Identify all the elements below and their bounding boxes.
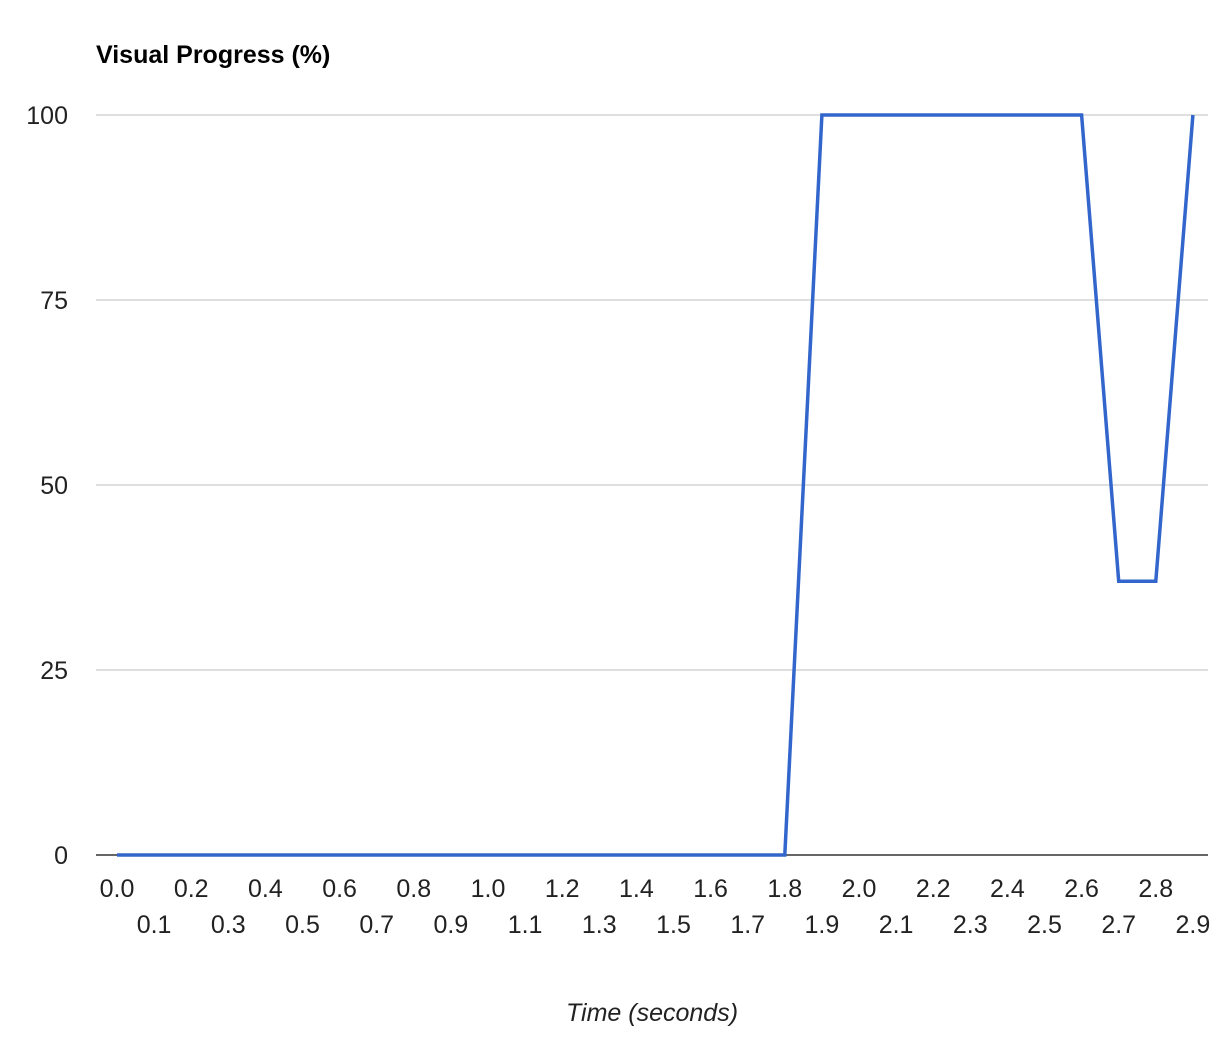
series-layer [117, 113, 1195, 857]
x-tick-label: 0.4 [248, 875, 283, 903]
y-tick-label: 75 [40, 287, 68, 315]
x-tick-label: 0.7 [359, 911, 394, 939]
x-tick-label: 2.8 [1138, 875, 1173, 903]
x-tick-label: 1.5 [656, 911, 691, 939]
x-tick-label: 1.6 [693, 875, 728, 903]
x-tick-label: 0.1 [137, 911, 172, 939]
x-tick-label: 0.6 [322, 875, 357, 903]
x-tick-label: 2.7 [1101, 911, 1136, 939]
x-tick-label: 0.9 [434, 911, 469, 939]
x-tick-label: 1.2 [545, 875, 580, 903]
x-tick-label: 0.5 [285, 911, 320, 939]
x-tick-label: 0.2 [174, 875, 209, 903]
x-tick-label: 1.4 [619, 875, 654, 903]
x-tick-label: 1.8 [767, 875, 802, 903]
x-axis-tick-labels: 0.00.10.20.30.40.50.60.70.80.91.01.11.21… [100, 875, 1211, 939]
gridlines [96, 114, 1208, 856]
x-tick-label: 0.3 [211, 911, 246, 939]
y-tick-label: 100 [26, 102, 68, 130]
x-tick-label: 0.0 [100, 875, 135, 903]
y-axis-tick-labels: 0 25 50 75 100 [26, 102, 68, 870]
series-line [117, 113, 1195, 857]
x-tick-label: 2.4 [990, 875, 1025, 903]
x-tick-label: 2.6 [1064, 875, 1099, 903]
x-tick-label: 2.2 [916, 875, 951, 903]
x-tick-label: 1.0 [471, 875, 506, 903]
x-tick-label: 2.1 [879, 911, 914, 939]
y-tick-label: 25 [40, 657, 68, 685]
x-tick-label: 2.9 [1176, 911, 1211, 939]
x-tick-label: 2.3 [953, 911, 988, 939]
x-axis-title: Time (seconds) [566, 999, 738, 1027]
x-tick-label: 0.8 [396, 875, 431, 903]
x-tick-label: 1.9 [805, 911, 840, 939]
x-tick-label: 1.1 [508, 911, 543, 939]
chart-title: Visual Progress (%) [96, 41, 330, 69]
x-tick-label: 1.7 [730, 911, 765, 939]
x-tick-label: 2.0 [842, 875, 877, 903]
y-tick-label: 0 [54, 842, 68, 870]
x-tick-label: 2.5 [1027, 911, 1062, 939]
y-tick-label: 50 [40, 472, 68, 500]
x-tick-label: 1.3 [582, 911, 617, 939]
